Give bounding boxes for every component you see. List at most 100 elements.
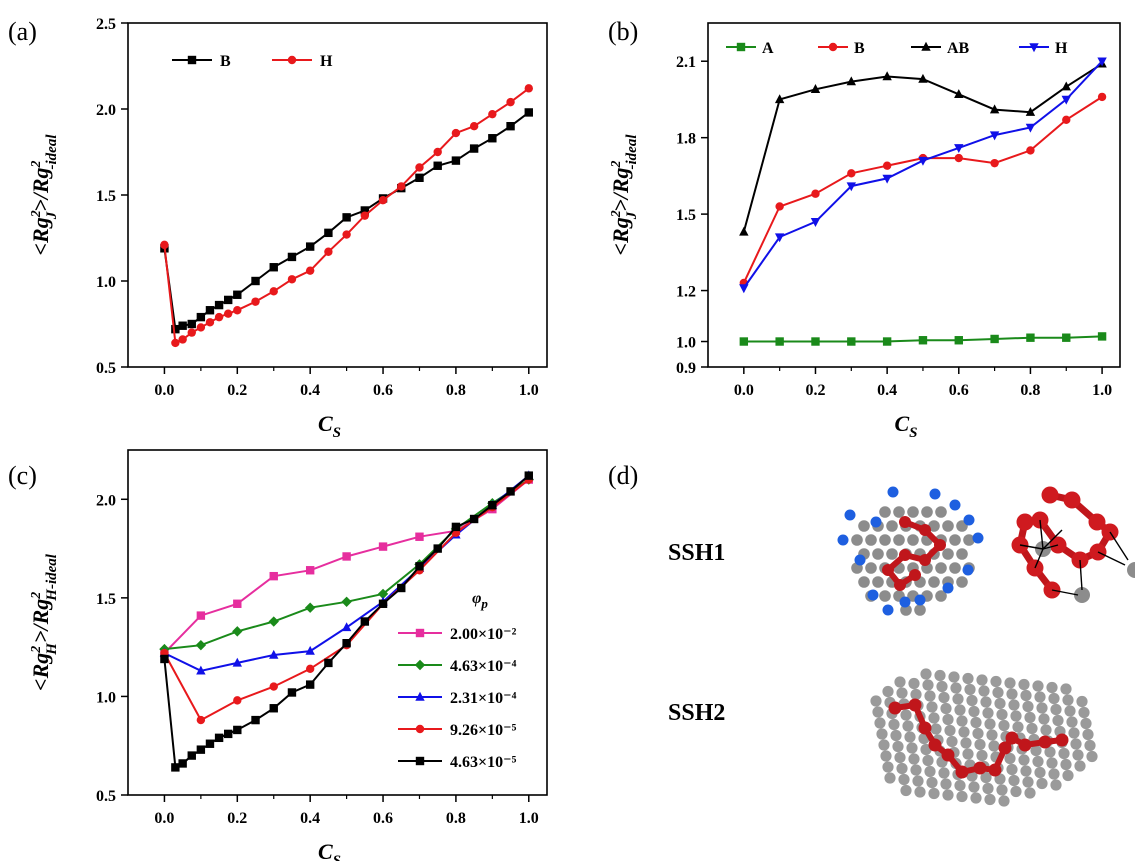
red-bead: [899, 549, 911, 561]
x-tick-label: 0.0: [154, 810, 174, 827]
red-bead: [1017, 514, 1034, 531]
gray-bead: [1008, 775, 1019, 786]
gray-bead: [1062, 770, 1073, 781]
data-point: [470, 122, 478, 130]
data-point: [342, 213, 350, 221]
gray-bead: [1020, 690, 1031, 701]
data-point: [1026, 333, 1034, 341]
gray-bead: [962, 673, 973, 684]
data-point: [342, 622, 351, 631]
legend-label: AB: [947, 40, 970, 57]
blue-bead: [888, 487, 899, 498]
gray-bead: [1060, 759, 1071, 770]
gray-bead: [1082, 729, 1093, 740]
data-point: [775, 202, 783, 210]
panel-label-a: (a): [8, 17, 37, 46]
gray-bead: [1068, 727, 1079, 738]
red-bead: [942, 749, 955, 762]
gray-bead: [908, 678, 919, 689]
gray-bead: [894, 676, 905, 687]
y-tick-label: 0.9: [676, 360, 696, 377]
data-point: [197, 716, 205, 724]
data-point: [488, 110, 496, 118]
data-point: [324, 659, 332, 667]
gray-bead: [952, 693, 963, 704]
gray-bead: [1004, 677, 1015, 688]
x-axis-title-subscript: S: [333, 853, 341, 861]
gray-bead: [962, 748, 973, 759]
gray-bead: [896, 763, 907, 774]
gray-bead: [948, 671, 959, 682]
data-point: [178, 759, 186, 767]
legend-label: 2.00×10⁻²: [450, 626, 517, 643]
data-point: [1098, 332, 1106, 340]
data-point: [415, 163, 423, 171]
series-2: [739, 59, 1107, 236]
gray-bead: [1006, 688, 1017, 699]
gray-bead: [982, 707, 993, 718]
gray-bead: [1050, 779, 1061, 790]
data-point: [251, 297, 259, 305]
gray-bead: [898, 774, 909, 785]
blue-bead: [868, 590, 879, 601]
structure-label-ssh2: SSH2: [668, 700, 725, 726]
data-point: [470, 144, 478, 152]
gray-bead: [914, 604, 926, 616]
gray-bead: [876, 728, 887, 739]
plot-frame: [128, 450, 547, 795]
data-point: [197, 611, 205, 619]
gray-bead: [964, 684, 975, 695]
gray-bead: [1036, 778, 1047, 789]
data-point: [955, 336, 963, 344]
data-point: [206, 740, 214, 748]
x-tick-label: 1.0: [519, 810, 539, 827]
data-point: [342, 552, 350, 560]
y-axis-title-part: 2: [29, 160, 44, 168]
gray-bead: [907, 534, 919, 546]
red-bead: [929, 739, 942, 752]
gray-bead: [924, 766, 935, 777]
data-point: [306, 242, 314, 250]
y-axis-title-part: 2: [29, 646, 44, 654]
data-point: [233, 696, 241, 704]
data-point: [342, 639, 350, 647]
x-tick-label: 0.0: [154, 382, 174, 399]
red-bead: [1064, 492, 1081, 509]
structure-label-ssh1: SSH1: [668, 540, 725, 566]
data-point: [883, 161, 891, 169]
legend-marker: [416, 629, 424, 637]
blue-bead: [963, 565, 974, 576]
data-point: [847, 169, 855, 177]
blue-bead: [855, 555, 866, 566]
gray-bead: [968, 781, 979, 792]
gray-bead: [990, 676, 1001, 687]
gray-bead: [886, 520, 898, 532]
red-bead: [1042, 487, 1059, 504]
data-point: [288, 253, 296, 261]
data-point: [397, 182, 405, 190]
data-point: [232, 626, 242, 636]
gray-bead: [998, 795, 1009, 806]
red-bead: [1039, 736, 1052, 749]
gray-bead: [935, 506, 947, 518]
gray-bead: [1036, 702, 1047, 713]
blue-bead: [964, 515, 975, 526]
blue-bead: [930, 489, 941, 500]
gray-bead: [900, 785, 911, 796]
y-tick-label: 1.5: [96, 591, 116, 608]
legend-marker: [416, 757, 424, 765]
gray-bead: [902, 720, 913, 731]
data-point: [433, 148, 441, 156]
x-tick-label: 0.6: [373, 382, 393, 399]
gray-bead: [958, 726, 969, 737]
data-point: [233, 726, 241, 734]
data-point: [341, 597, 351, 607]
series-line: [744, 64, 1102, 232]
data-point: [919, 336, 927, 344]
data-point: [160, 655, 168, 663]
data-point: [1026, 146, 1034, 154]
data-point: [415, 174, 423, 182]
gray-bead: [926, 701, 937, 712]
blue-bead: [883, 605, 894, 616]
y-tick-label: 2.0: [96, 102, 116, 119]
